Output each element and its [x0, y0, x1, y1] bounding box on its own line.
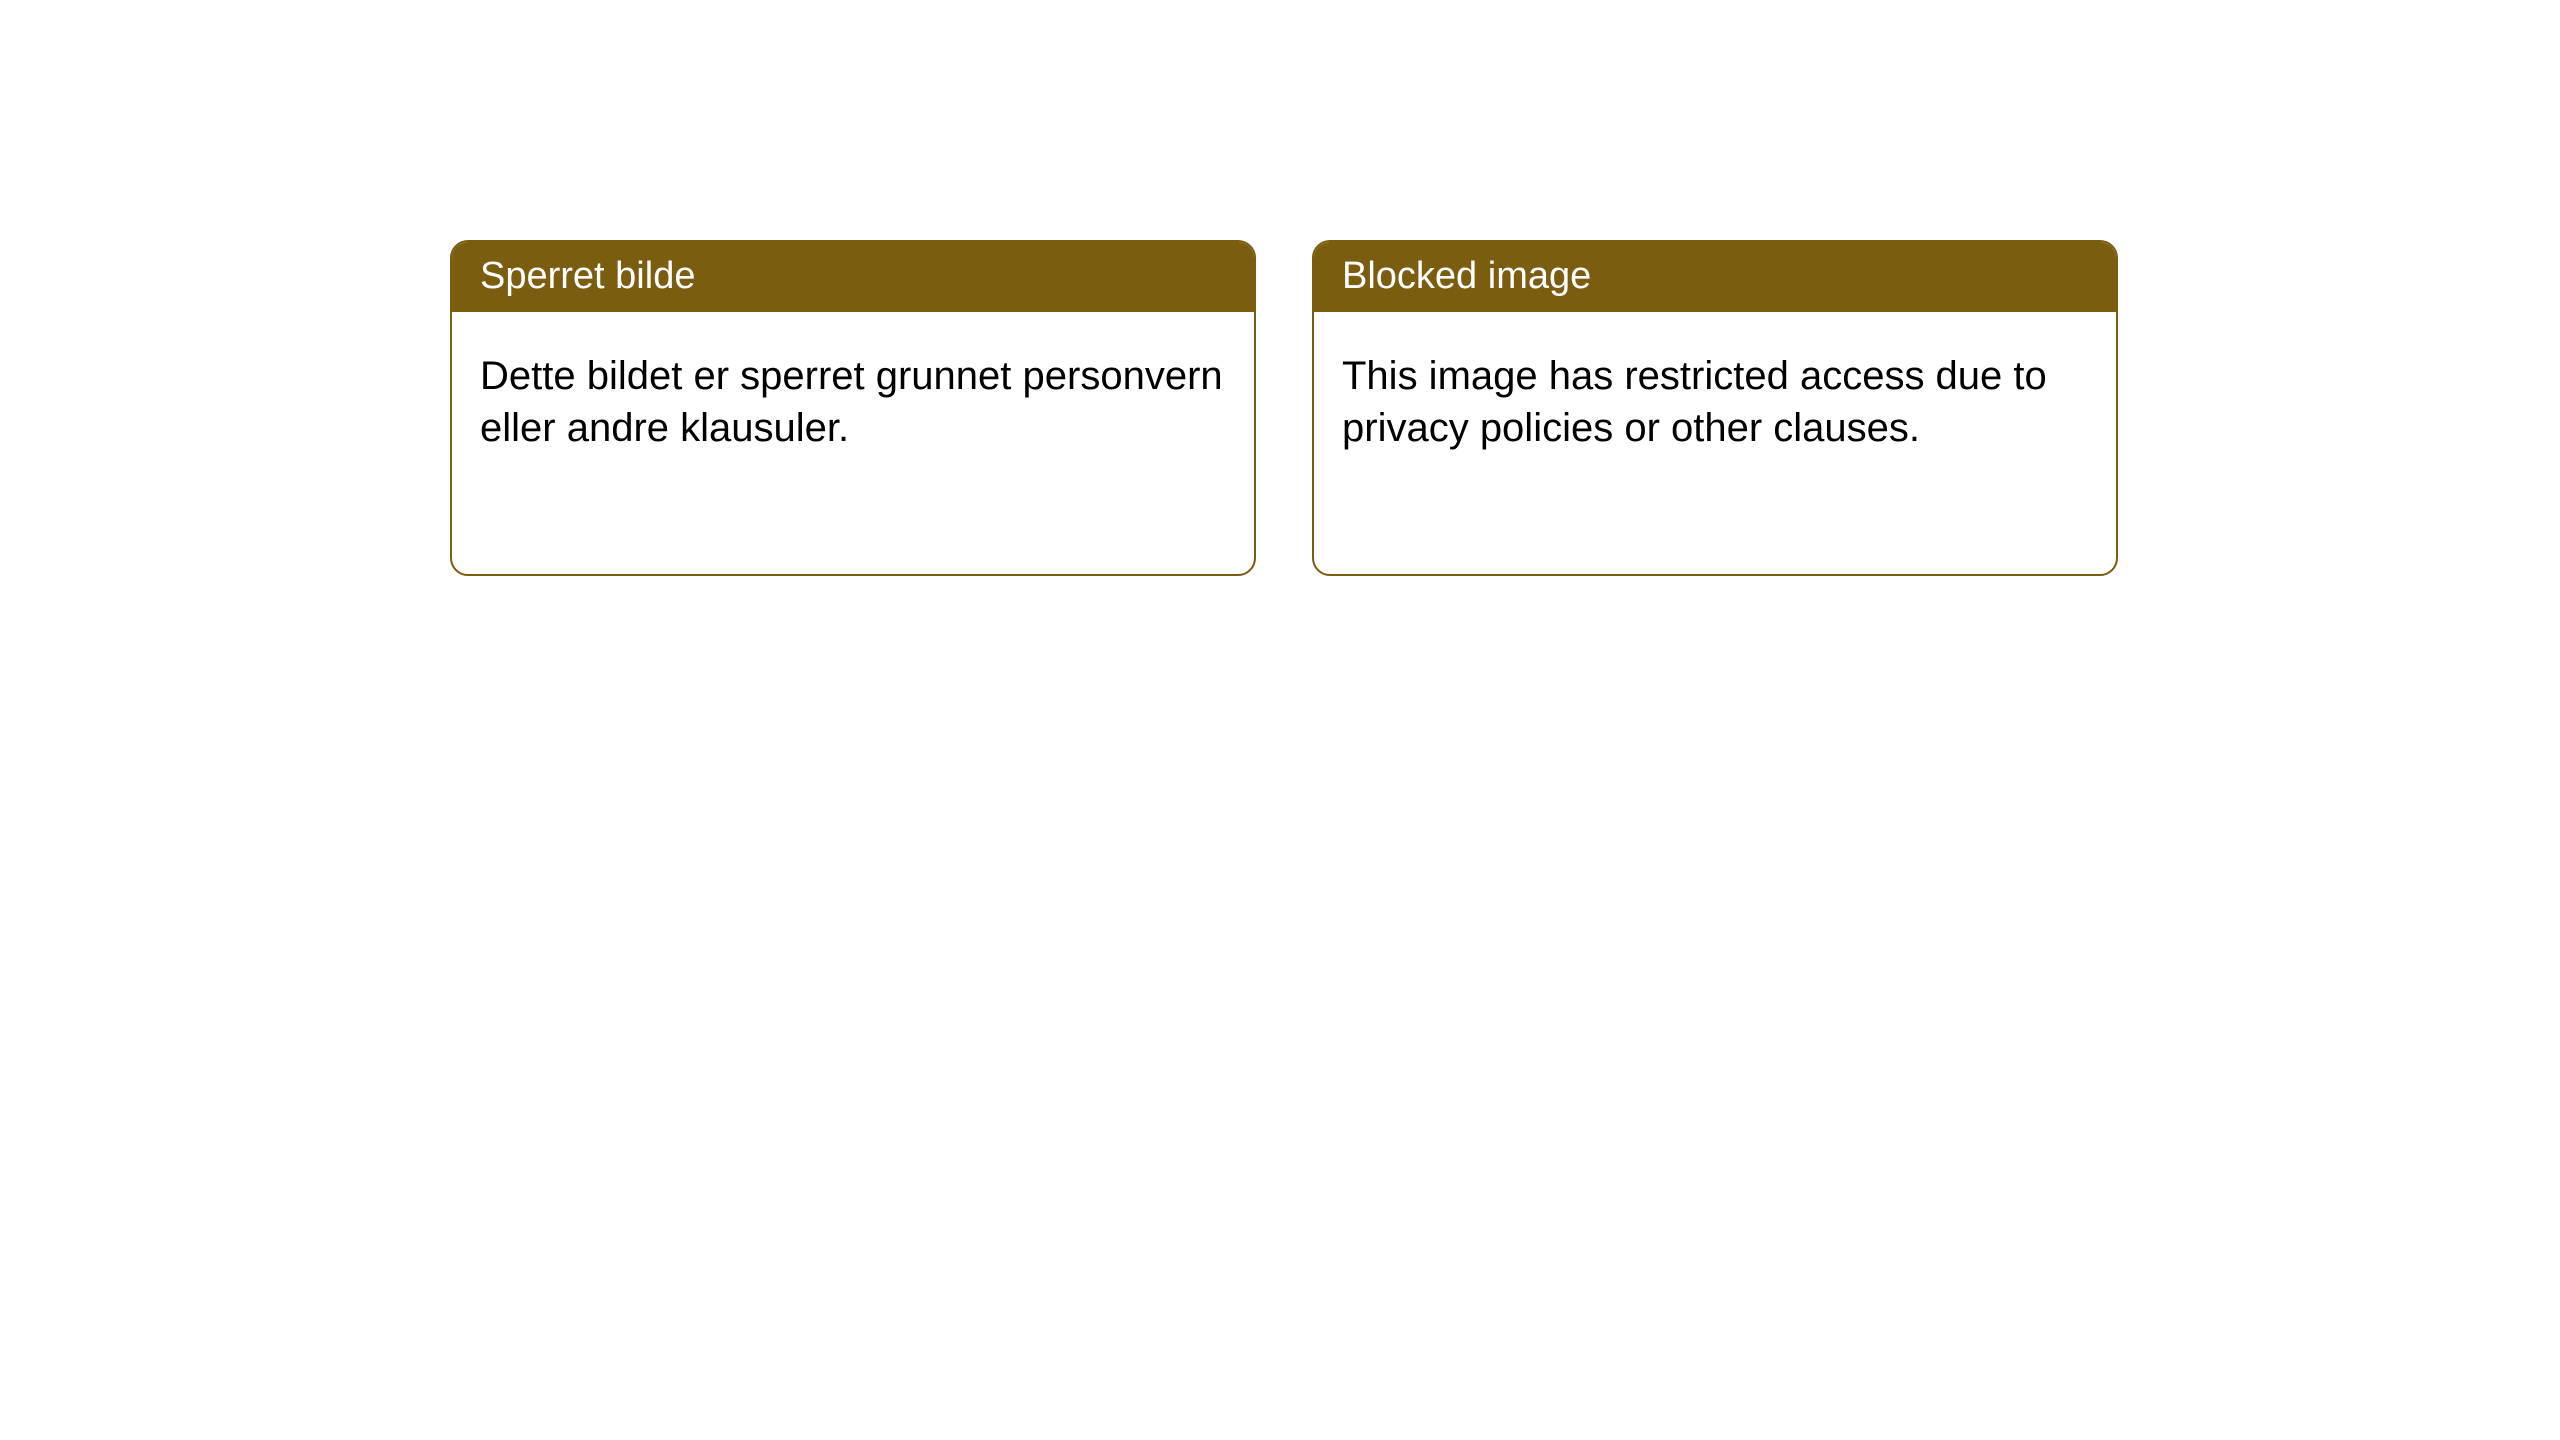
card-body: Dette bildet er sperret grunnet personve…	[452, 312, 1254, 494]
card-body: This image has restricted access due to …	[1314, 312, 2116, 494]
card-title: Sperret bilde	[480, 255, 695, 297]
card-header: Blocked image	[1314, 242, 2116, 312]
card-body-text: This image has restricted access due to …	[1342, 354, 2047, 451]
card-body-text: Dette bildet er sperret grunnet personve…	[480, 354, 1223, 451]
blocked-image-card-en: Blocked image This image has restricted …	[1312, 240, 2118, 576]
blocked-image-card-no: Sperret bilde Dette bildet er sperret gr…	[450, 240, 1256, 576]
card-title: Blocked image	[1342, 255, 1591, 297]
card-header: Sperret bilde	[452, 242, 1254, 312]
blocked-image-notices: Sperret bilde Dette bildet er sperret gr…	[450, 240, 2118, 576]
